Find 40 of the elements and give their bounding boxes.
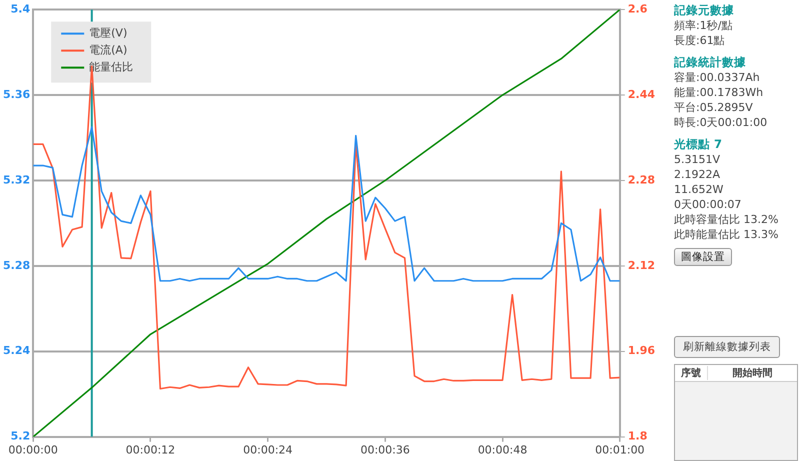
text: 序號 <box>680 366 702 380</box>
x-tick-label: 00:00:00 <box>8 443 58 456</box>
x-tick-label: 00:00:36 <box>360 443 410 456</box>
legend-label: 能量估比 <box>89 60 134 74</box>
text: 2.1922A <box>674 167 722 182</box>
y-tick-label: 5.36 <box>3 88 30 101</box>
x-tick-label: 00:00:48 <box>478 443 528 456</box>
text: 11.652W <box>674 182 724 197</box>
y-tick-label: 5.32 <box>3 173 30 186</box>
y2-tick-label: 2.6 <box>628 2 648 16</box>
y2-tick-label: 2.12 <box>628 258 655 272</box>
text: 刷新離線數據列表 <box>674 336 780 358</box>
legend-label: 電壓(V) <box>89 26 128 40</box>
text: 時長:0天00:01:00 <box>674 115 768 130</box>
text: 此時能量估比 13.3% <box>674 227 780 242</box>
x-tick-label: 00:00:12 <box>126 443 176 456</box>
text: 能量:00.1783Wh <box>674 85 764 100</box>
text: 5.3151V <box>674 152 722 167</box>
text: 光標點 7 <box>674 136 724 152</box>
y-tick-label: 5.4 <box>10 2 30 16</box>
text: 記錄元數據 <box>674 2 735 18</box>
x-tick-label: 00:01:00 <box>595 443 645 456</box>
y2-tick-label: 1.8 <box>628 430 648 443</box>
legend-label: 電流(A) <box>89 43 128 56</box>
text: 記錄統計數據 <box>674 54 747 70</box>
text: 此時容量估比 13.2% <box>674 212 780 227</box>
y-tick-label: 5.2 <box>10 430 30 443</box>
text: 長度:61點 <box>674 33 726 48</box>
x-tick-label: 00:00:24 <box>243 443 293 456</box>
text: 開始時間 <box>707 366 797 380</box>
text: 0天00:00:07 <box>674 197 742 212</box>
y-tick-label: 5.24 <box>3 344 30 358</box>
y2-tick-label: 2.44 <box>628 88 656 101</box>
text: 圖像設置 <box>674 248 732 266</box>
text: 容量:00.0337Ah <box>674 70 761 85</box>
y-tick-label: 5.28 <box>3 258 30 272</box>
text: 平台:05.2895V <box>674 100 754 115</box>
y2-tick-label: 1.96 <box>628 344 656 358</box>
y2-tick-label: 2.28 <box>628 173 655 186</box>
text: 頻率:1秒/點 <box>674 18 734 33</box>
